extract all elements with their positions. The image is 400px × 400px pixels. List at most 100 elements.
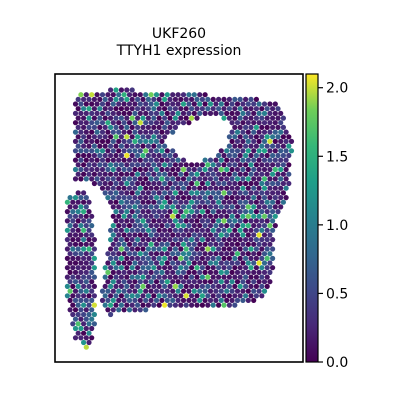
spot xyxy=(116,185,122,191)
spot xyxy=(97,152,103,159)
spot xyxy=(135,255,141,261)
spot xyxy=(91,180,97,187)
spot xyxy=(129,302,135,308)
chart-title-line1: UKF260 xyxy=(151,26,207,42)
spot xyxy=(86,171,92,177)
spot xyxy=(143,166,149,173)
spot xyxy=(256,138,262,144)
spot xyxy=(86,199,92,205)
spot xyxy=(97,96,103,102)
spot xyxy=(148,157,154,163)
spot xyxy=(126,101,133,107)
spot xyxy=(237,143,243,149)
spot xyxy=(202,195,208,201)
spot xyxy=(110,251,116,257)
spot xyxy=(180,204,187,210)
spot xyxy=(183,162,189,168)
spot xyxy=(124,134,130,140)
spot xyxy=(237,199,243,205)
spot xyxy=(135,96,141,102)
spot xyxy=(75,255,81,261)
spot xyxy=(224,176,230,182)
spot xyxy=(75,152,81,159)
spot xyxy=(232,115,238,121)
spot xyxy=(213,251,219,257)
spot xyxy=(175,166,181,173)
spot xyxy=(248,209,254,215)
spot xyxy=(81,283,87,289)
spot xyxy=(229,260,235,266)
spot xyxy=(126,120,133,126)
spot xyxy=(267,101,273,107)
spot xyxy=(116,213,122,219)
spot xyxy=(89,316,95,322)
spot xyxy=(140,152,146,159)
spot xyxy=(135,115,141,121)
spot xyxy=(210,209,216,215)
spot xyxy=(162,246,168,252)
spot xyxy=(221,152,227,159)
spot xyxy=(124,218,130,224)
spot xyxy=(167,283,173,289)
spot xyxy=(194,190,200,196)
spot xyxy=(143,138,149,144)
spot xyxy=(135,180,141,187)
spot xyxy=(153,288,160,294)
spot xyxy=(105,138,111,144)
spot xyxy=(202,204,208,210)
spot xyxy=(186,251,192,257)
spot xyxy=(97,134,103,140)
spot xyxy=(232,293,238,299)
spot xyxy=(199,265,205,271)
spot xyxy=(275,134,281,140)
spot xyxy=(124,246,130,252)
spot xyxy=(99,101,106,107)
spot xyxy=(194,96,200,102)
spot xyxy=(110,157,116,163)
spot xyxy=(75,265,81,271)
spot xyxy=(91,152,97,159)
spot xyxy=(124,255,130,261)
spot xyxy=(156,96,162,102)
spot xyxy=(151,199,157,205)
spot xyxy=(226,293,232,299)
spot xyxy=(180,232,187,238)
spot xyxy=(202,297,208,303)
spot xyxy=(89,138,95,144)
spot xyxy=(118,106,124,112)
spot xyxy=(283,138,289,144)
spot xyxy=(234,166,241,173)
spot xyxy=(153,138,160,144)
spot xyxy=(113,87,119,93)
spot xyxy=(159,92,165,98)
spot xyxy=(224,279,230,285)
spot xyxy=(234,157,241,163)
spot xyxy=(267,241,273,247)
spot xyxy=(159,288,165,294)
spot xyxy=(280,115,286,121)
spot xyxy=(72,232,79,238)
spot xyxy=(126,241,133,247)
spot xyxy=(164,241,170,247)
spot xyxy=(243,171,249,177)
spot xyxy=(118,162,124,168)
spot xyxy=(256,204,262,210)
spot xyxy=(245,148,251,154)
spot xyxy=(137,213,143,219)
spot xyxy=(151,274,157,280)
spot xyxy=(253,115,259,121)
spot xyxy=(83,335,89,341)
spot xyxy=(135,199,141,205)
spot xyxy=(259,227,265,233)
spot xyxy=(132,92,138,98)
spot xyxy=(156,171,162,177)
spot xyxy=(224,213,230,219)
spot xyxy=(140,218,146,224)
spot xyxy=(124,293,130,299)
spot xyxy=(83,101,89,107)
spot xyxy=(205,190,211,196)
spot xyxy=(108,152,114,159)
spot xyxy=(102,134,108,140)
spot xyxy=(137,195,143,201)
spot xyxy=(253,246,259,252)
